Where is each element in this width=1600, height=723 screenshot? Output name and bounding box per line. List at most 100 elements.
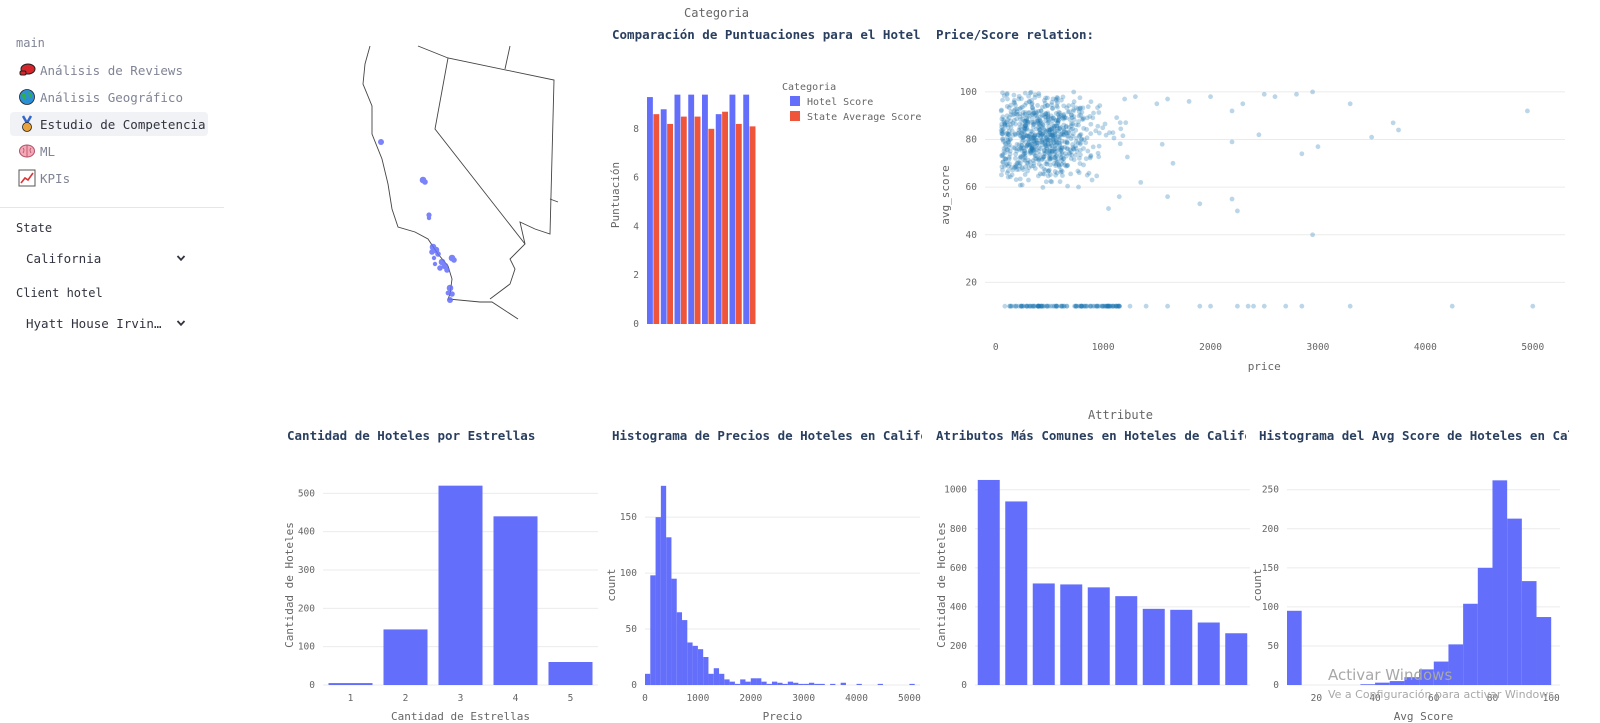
scatter-point xyxy=(1090,115,1096,121)
scatter-point xyxy=(1014,106,1020,112)
scatter-point xyxy=(1084,135,1090,141)
scatter-point xyxy=(1048,172,1053,177)
scatter-point xyxy=(1058,132,1064,138)
scatter-point xyxy=(1048,113,1054,119)
scatter-point xyxy=(1026,141,1031,147)
scatter-point xyxy=(1085,148,1091,154)
scatter-point xyxy=(1080,105,1086,111)
scatter-point xyxy=(1027,148,1033,154)
scatter-point xyxy=(1050,133,1056,139)
scatter-point xyxy=(1038,131,1044,137)
scatter-point xyxy=(1074,303,1080,309)
price-histogram[interactable]: 0 50 100 150 0 1000 2000 3000 4000 5000 count Preci… xyxy=(605,470,925,723)
sidebar-item-analisis-reviews[interactable]: Análisis de Reviews xyxy=(10,58,208,82)
scatter-point xyxy=(1088,131,1094,137)
sidebar-item-ml[interactable]: ML xyxy=(10,139,208,163)
scatter-point xyxy=(1014,167,1020,173)
sidebar-item-analisis-geografico[interactable]: Análisis Geográfico xyxy=(10,85,208,109)
histogram-bar xyxy=(830,683,836,685)
x-tick-label: 2000 xyxy=(739,693,762,704)
scatter-point xyxy=(1011,99,1017,105)
scatter-point xyxy=(1090,144,1096,150)
scatter-point xyxy=(1007,142,1012,148)
scatter-point xyxy=(1033,109,1039,115)
scatter-point xyxy=(1049,118,1055,124)
scatter-point xyxy=(1028,134,1034,140)
scatter-point xyxy=(1060,173,1065,178)
scatter-point xyxy=(1016,160,1022,166)
scatter-point xyxy=(1008,124,1014,130)
scatter-point xyxy=(1044,145,1049,151)
scatter-point xyxy=(1064,303,1070,309)
scatter-point xyxy=(1050,132,1056,138)
scatter-point xyxy=(1041,126,1047,132)
stars-bar-chart[interactable]: 0 100 200 300 400 500 1 2 3 4 5 Cantidad de Hoteles… xyxy=(283,470,603,723)
histogram-bar xyxy=(1492,480,1508,685)
scatter-point xyxy=(1014,148,1020,154)
scatter-point xyxy=(1105,303,1111,309)
y-tick-label: 0 xyxy=(309,680,315,691)
scatter-point xyxy=(1000,159,1006,165)
sidebar-item-kpis[interactable]: KPIs xyxy=(10,166,208,190)
scatter-point xyxy=(1029,112,1035,117)
attributes-bar-chart[interactable]: 0 200 400 600 800 1000 Cantidad de Hoteles xyxy=(935,470,1255,723)
scatter-point xyxy=(1079,303,1085,309)
scatter-point xyxy=(1042,147,1047,153)
bar xyxy=(1005,501,1028,685)
scatter-point xyxy=(1095,105,1100,111)
scatter-point xyxy=(1091,110,1096,116)
scatter-point xyxy=(1053,161,1059,167)
histogram-bar xyxy=(682,620,688,685)
scatter-point xyxy=(1046,115,1051,120)
scatter-point xyxy=(1022,157,1028,163)
scatter-point xyxy=(1008,102,1014,108)
x-axis-label: Cantidad de Estrellas xyxy=(391,710,530,723)
state-select[interactable]: California xyxy=(16,243,196,273)
scatter-point xyxy=(1006,115,1012,121)
scatter-point xyxy=(1037,118,1043,124)
scatter-point xyxy=(1002,120,1008,126)
scatter-point xyxy=(1065,183,1071,189)
scatter-point xyxy=(1038,120,1044,126)
scatter-point xyxy=(1013,303,1019,309)
scatter-point xyxy=(1007,174,1013,180)
histogram-bar xyxy=(1448,644,1464,685)
scatter-point xyxy=(1035,120,1040,126)
scatter-point xyxy=(1000,159,1006,165)
scatter-point xyxy=(1299,151,1305,157)
scatter-point xyxy=(1023,164,1028,170)
scatter-point xyxy=(1018,134,1024,140)
scatter-point xyxy=(1036,93,1042,99)
y-axis-label: Cantidad de Hoteles xyxy=(935,522,948,648)
scatter-point xyxy=(1170,160,1176,166)
scatter-point xyxy=(1035,173,1041,179)
scatter-point xyxy=(1038,146,1043,151)
x-tick-label: 4 xyxy=(513,693,519,704)
bar xyxy=(680,116,687,324)
scatter-point xyxy=(1042,114,1048,120)
client-hotel-select[interactable]: Hyatt House Irvine… xyxy=(16,308,196,338)
histogram-bar xyxy=(1419,669,1434,685)
comparison-bar-chart[interactable]: 0 2 4 6 8 Puntuación Categoria Hotel Score State… xyxy=(605,70,935,340)
scatter-point xyxy=(1038,108,1044,114)
scatter-point xyxy=(1021,148,1027,154)
california-map[interactable] xyxy=(360,44,580,329)
scatter-point xyxy=(1000,131,1006,137)
scatter-point xyxy=(1054,153,1060,159)
scatter-point xyxy=(1027,132,1033,137)
scatter-point xyxy=(1035,118,1041,124)
scatter-point xyxy=(1109,303,1115,309)
scatter-point xyxy=(1125,154,1130,160)
scatter-point xyxy=(1084,172,1090,178)
scatter-point xyxy=(1057,124,1063,130)
sidebar-item-estudio-competencia[interactable]: Estudio de Competencia xyxy=(10,112,208,136)
scatter-point xyxy=(1052,149,1058,155)
scatter-point xyxy=(1018,105,1024,111)
scatter-point xyxy=(1051,303,1057,309)
x-tick-label: 1000 xyxy=(686,693,709,704)
scatter-point xyxy=(1051,161,1057,166)
scatter-point xyxy=(1015,130,1021,136)
scatter-point xyxy=(1046,124,1052,130)
